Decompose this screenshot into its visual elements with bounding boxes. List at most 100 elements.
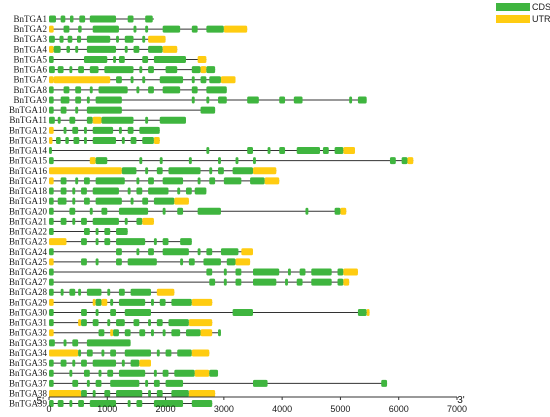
cds-segment <box>79 15 86 23</box>
cds-segment <box>148 248 154 256</box>
cds-segment <box>49 116 55 124</box>
cds-segment <box>171 329 181 337</box>
utr-segment <box>174 197 189 205</box>
cds-segment <box>86 116 93 124</box>
utr-segment <box>235 258 251 266</box>
cds-segment <box>148 86 154 94</box>
cds-segment <box>110 298 114 306</box>
cds-segment <box>334 207 341 215</box>
cds-segment <box>78 288 82 296</box>
cds-segment <box>75 45 79 53</box>
gene-row: BnTGA14 <box>9 146 355 156</box>
cds-segment <box>209 167 213 175</box>
gene-label: BnTGA33 <box>9 338 47 348</box>
cds-segment <box>72 187 76 195</box>
cds-segment <box>86 45 117 53</box>
gene-label: BnTGA2 <box>14 24 48 34</box>
gene-label: BnTGA9 <box>14 95 48 105</box>
cds-segment <box>116 248 122 256</box>
cds-segment <box>118 298 146 306</box>
cds-segment <box>153 55 186 63</box>
gene-label: BnTGA6 <box>14 65 48 75</box>
cds-segment <box>59 35 64 43</box>
cds-segment <box>95 238 99 246</box>
cds-segment <box>148 187 169 195</box>
cds-segment <box>139 66 143 74</box>
utr-segment <box>49 329 54 337</box>
cds-segment <box>191 96 195 104</box>
cds-segment <box>334 147 344 155</box>
cds-segment <box>162 248 189 256</box>
gene-label: BnTGA3 <box>14 34 48 44</box>
cds-segment <box>83 177 90 185</box>
cds-segment <box>107 288 111 296</box>
cds-segment <box>72 126 79 134</box>
cds-segment <box>78 25 82 33</box>
cds-segment <box>156 349 160 357</box>
utr-segment <box>241 248 253 256</box>
gene-label: BnTGA19 <box>9 196 47 206</box>
cds-segment <box>133 319 140 327</box>
utr-segment <box>49 389 82 397</box>
cds-segment <box>92 136 117 144</box>
gene-row: BnTGA36 <box>9 368 219 378</box>
cds-segment <box>69 400 73 408</box>
cds-segment <box>63 86 70 94</box>
gene-label: BnTGA15 <box>9 156 47 166</box>
tick-label: 2000 <box>156 404 176 414</box>
utr-segment <box>49 298 54 306</box>
cds-segment <box>81 389 87 397</box>
cds-segment <box>177 207 184 215</box>
cds-segment <box>116 228 128 236</box>
cds-segment <box>156 167 163 175</box>
cds-segment <box>104 66 134 74</box>
cds-segment <box>49 157 54 165</box>
cds-segment <box>116 258 122 266</box>
cds-segment <box>296 278 303 286</box>
gene-label: BnTGA14 <box>9 146 47 156</box>
cds-segment <box>57 400 64 408</box>
cds-segment <box>223 278 227 286</box>
cds-segment <box>89 66 99 74</box>
cds-segment <box>116 76 122 84</box>
cds-segment <box>49 147 52 155</box>
utr-segment <box>49 177 54 185</box>
gene-row: BnTGA1 <box>14 14 154 24</box>
cds-segment <box>191 76 195 84</box>
utr-segment <box>49 76 54 84</box>
cds-segment <box>49 278 54 286</box>
cds-segment <box>118 55 125 63</box>
cds-segment <box>159 116 186 124</box>
cds-segment <box>401 157 408 165</box>
cds-segment <box>81 217 87 225</box>
cds-segment <box>197 248 201 256</box>
cds-segment <box>287 268 291 276</box>
gene-label: BnTGA38 <box>9 388 47 398</box>
cds-segment <box>124 308 151 316</box>
cds-segment <box>136 86 140 94</box>
cds-segment <box>159 298 166 306</box>
gene-row: BnTGA20 <box>9 206 347 216</box>
cds-segment <box>49 217 54 225</box>
cds-segment <box>104 389 111 397</box>
cds-segment <box>83 55 108 63</box>
cds-segment <box>89 207 93 215</box>
gene-label: BnTGA20 <box>9 206 47 216</box>
utr-segment <box>191 298 213 306</box>
cds-segment <box>81 238 87 246</box>
cds-segment <box>153 197 175 205</box>
cds-segment <box>296 147 321 155</box>
gene-label: BnTGA37 <box>9 378 47 388</box>
cds-segment <box>247 96 259 104</box>
cds-segment <box>130 197 134 205</box>
gene-label: BnTGA17 <box>9 176 47 186</box>
cds-segment <box>76 35 82 43</box>
cds-segment <box>95 197 122 205</box>
cds-segment <box>72 339 79 347</box>
cds-segment <box>357 96 367 104</box>
cds-segment <box>349 96 353 104</box>
cds-segment <box>191 86 198 94</box>
gene-row: BnTGA19 <box>9 196 189 206</box>
cds-segment <box>49 288 54 296</box>
legend-utr-swatch <box>496 15 530 23</box>
